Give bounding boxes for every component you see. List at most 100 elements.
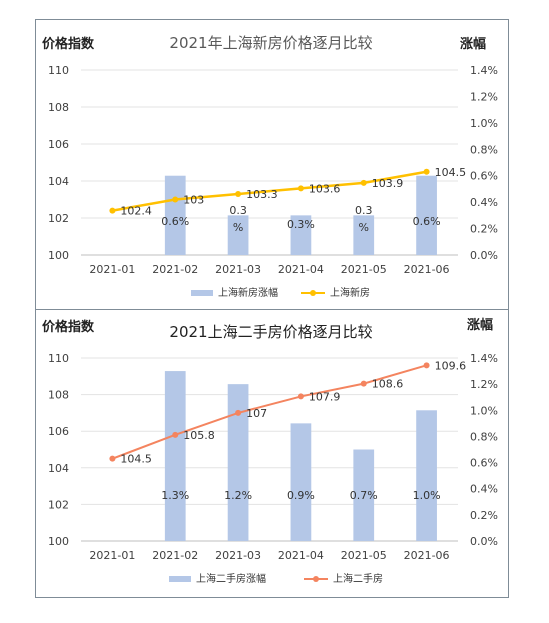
new-house-chart: 2021年上海新房价格逐月比较 价格指数 涨幅 110 108 106 104 102 100 1… — [42, 34, 498, 299]
second-hand-left-tick-label: 106 — [48, 425, 69, 438]
second-hand-right-tick-label: 0.0% — [470, 535, 498, 548]
second-hand-line-point — [423, 362, 430, 369]
new-house-legend-bar-label: 上海新房涨幅 — [218, 286, 278, 299]
second-hand-chart-panel: 2021上海二手房价格逐月比较 价格指数 涨幅 110 108 106 104 102 100 1… — [35, 309, 509, 598]
second-hand-category-label: 2021-03 — [215, 549, 261, 562]
new-house-legend-line-label: 上海新房 — [330, 286, 370, 299]
second-hand-right-tick-label: 0.8% — [470, 430, 498, 443]
new-house-bar — [164, 175, 186, 255]
second-hand-right-tick-label: 0.6% — [470, 457, 498, 470]
second-hand-line-data-label: 107.9 — [309, 390, 341, 403]
second-hand-bar — [416, 410, 437, 541]
second-hand-left-axis-label: 价格指数 — [42, 319, 95, 335]
new-house-line-point — [172, 196, 179, 203]
new-house-line-point — [235, 190, 242, 197]
new-house-bar — [227, 215, 249, 255]
new-house-bar-data-label: 0.3 — [229, 204, 247, 217]
new-house-left-tick-label: 104 — [48, 175, 69, 188]
second-hand-right-tick-label: 0.4% — [470, 483, 498, 496]
second-hand-bar — [353, 449, 375, 541]
new-house-line-data-label: 103 — [183, 194, 204, 207]
second-hand-line-point — [297, 393, 304, 400]
new-house-bar-data-label: % — [359, 221, 369, 234]
second-hand-line-data-label: 109.6 — [435, 359, 467, 372]
second-hand-line-data-label: 104.5 — [120, 453, 151, 466]
new-house-line-data-label: 103.3 — [246, 188, 277, 201]
second-hand-right-tick-label: 1.2% — [470, 378, 498, 391]
new-house-legend-bar-swatch — [191, 290, 213, 296]
second-hand-line-data-label: 105.8 — [183, 429, 215, 442]
second-hand-left-tick-label: 104 — [48, 462, 69, 475]
new-house-bar-data-label: 0.6% — [413, 215, 441, 228]
new-house-bar-data-label: 0.3% — [287, 218, 315, 231]
new-house-left-tick-label: 102 — [48, 212, 69, 225]
new-house-right-tick-label: 0.4% — [470, 196, 498, 209]
new-house-category-label: 2021-03 — [215, 263, 261, 276]
new-house-category-label: 2021-04 — [278, 263, 324, 276]
second-hand-bar-data-label: 0.9% — [287, 489, 315, 502]
new-house-line-data-label: 104.5 — [435, 166, 467, 179]
second-hand-right-tick-label: 1.4% — [470, 352, 498, 365]
second-hand-line-point — [172, 431, 179, 438]
second-hand-legend-bar-label: 上海二手房涨幅 — [196, 572, 266, 585]
second-hand-bar-data-label: 1.0% — [413, 489, 441, 502]
new-house-category-label: 2021-01 — [89, 263, 135, 276]
second-hand-line-data-label: 108.6 — [372, 378, 404, 391]
new-house-bar — [290, 215, 312, 255]
second-hand-category-label: 2021-01 — [89, 549, 135, 562]
new-house-legend-line-marker — [310, 290, 316, 296]
second-hand-category-label: 2021-02 — [152, 549, 198, 562]
new-house-right-tick-label: 1.0% — [470, 117, 498, 130]
new-house-bar-data-label: % — [233, 221, 243, 234]
second-hand-line-data-label: 107 — [246, 407, 267, 420]
new-house-left-tick-label: 106 — [48, 138, 69, 151]
second-hand-bar — [227, 384, 249, 541]
new-house-bar-data-label: 0.6% — [161, 215, 189, 228]
new-house-left-axis-label: 价格指数 — [42, 36, 95, 52]
new-house-line-point — [423, 168, 430, 175]
new-house-category-label: 2021-06 — [404, 263, 450, 276]
new-house-left-tick-label: 108 — [48, 101, 69, 114]
second-hand-category-label: 2021-04 — [278, 549, 324, 562]
second-hand-category-label: 2021-06 — [404, 549, 450, 562]
second-hand-bar-data-label: 1.2% — [224, 489, 252, 502]
new-house-line-point — [360, 179, 367, 186]
second-hand-bar-data-label: 1.3% — [161, 489, 189, 502]
new-house-line-data-label: 103.6 — [309, 182, 341, 195]
second-hand-bar — [164, 371, 186, 541]
second-hand-legend-line-label: 上海二手房 — [333, 572, 383, 585]
second-hand-right-tick-label: 0.2% — [470, 509, 498, 522]
new-house-line-point — [297, 185, 304, 192]
new-house-line-point — [109, 207, 116, 214]
second-hand-left-tick-label: 100 — [48, 535, 69, 548]
second-hand-chart-title: 2021上海二手房价格逐月比较 — [169, 323, 372, 341]
second-hand-legend-bar-swatch — [169, 576, 191, 582]
new-house-chart-panel: 2021年上海新房价格逐月比较 价格指数 涨幅 110 108 106 104 102 100 1… — [35, 19, 509, 310]
new-house-category-label: 2021-05 — [341, 263, 387, 276]
new-house-right-axis-label: 涨幅 — [459, 36, 486, 52]
second-hand-category-label: 2021-05 — [341, 549, 387, 562]
new-house-right-tick-label: 1.4% — [470, 64, 498, 77]
new-house-right-tick-label: 0.0% — [470, 249, 498, 262]
second-hand-right-axis-label: 涨幅 — [466, 317, 493, 333]
new-house-right-tick-label: 0.2% — [470, 223, 498, 236]
second-hand-legend-line-marker — [313, 576, 319, 582]
second-hand-right-tick-label: 1.0% — [470, 404, 498, 417]
second-hand-bar-data-label: 0.7% — [350, 489, 378, 502]
new-house-bar-data-label: 0.3 — [355, 204, 373, 217]
new-house-category-label: 2021-02 — [152, 263, 198, 276]
new-house-chart-title: 2021年上海新房价格逐月比较 — [169, 34, 372, 52]
second-hand-line-point — [360, 380, 367, 387]
second-hand-chart: 2021上海二手房价格逐月比较 价格指数 涨幅 110 108 106 104 102 100 1… — [42, 317, 498, 585]
new-house-bar — [416, 175, 437, 255]
new-house-bar — [353, 215, 375, 255]
second-hand-left-tick-label: 108 — [48, 389, 69, 402]
second-hand-bar — [290, 423, 312, 541]
second-hand-line — [112, 364, 427, 460]
new-house-left-tick-label: 110 — [48, 64, 69, 77]
second-hand-line-point — [109, 455, 116, 462]
second-hand-left-tick-label: 110 — [48, 352, 69, 365]
new-house-left-tick-label: 100 — [48, 249, 69, 262]
second-hand-left-tick-label: 102 — [48, 498, 69, 511]
new-house-right-tick-label: 0.8% — [470, 143, 498, 156]
